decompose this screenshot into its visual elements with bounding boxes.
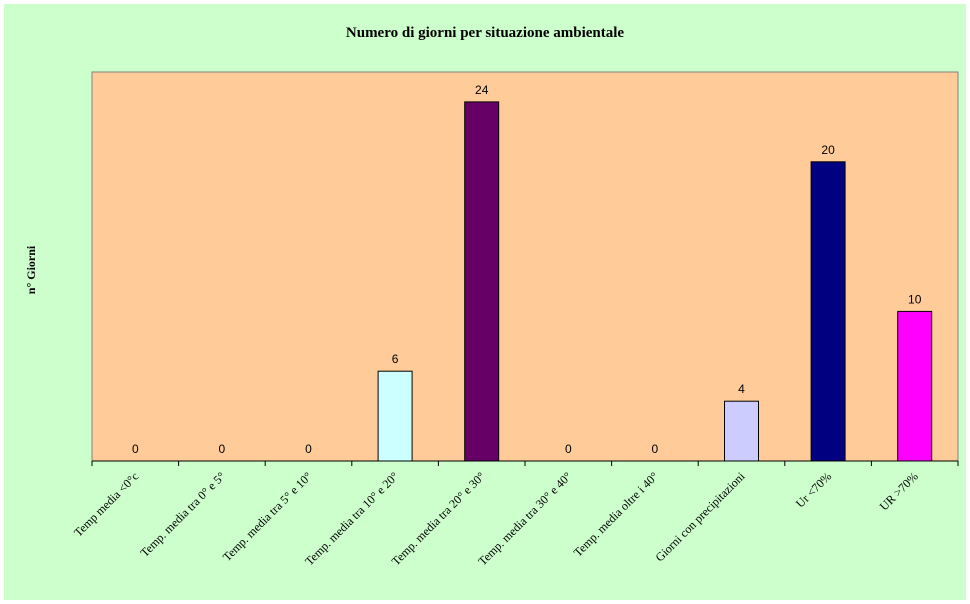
data-label-4: 24 [475, 83, 489, 97]
data-label-1: 0 [219, 442, 226, 456]
bar-chart: Numero di giorni per situazione ambienta… [24, 25, 959, 568]
data-label-3: 6 [392, 352, 399, 366]
x-tick-label-9: UR >70% [877, 469, 921, 513]
data-label-7: 4 [738, 382, 745, 396]
data-label-0: 0 [132, 442, 139, 456]
x-tick-label-3: Temp. media tra 10° e 20° [302, 469, 401, 568]
x-tick-label-5: Temp. media tra 30° e 40° [475, 469, 574, 568]
x-tick-label-4: Temp. media tra 20° e 30° [389, 469, 488, 568]
x-tick-label-8: Ur <70% [793, 469, 834, 510]
x-tick-label-0: Temp media <0°c [71, 469, 141, 539]
bar-4 [464, 101, 500, 462]
x-tick-label-1: Temp. media tra 0° e 5° [137, 469, 228, 560]
data-label-9: 10 [908, 292, 922, 306]
bar-7 [724, 400, 759, 462]
x-tick-label-6: Temp. media oltre i 40° [571, 469, 661, 559]
y-axis-label: n° Giorni [24, 245, 38, 294]
data-label-5: 0 [565, 442, 572, 456]
chart-title: Numero di giorni per situazione ambienta… [346, 25, 625, 41]
data-label-2: 0 [305, 442, 312, 456]
x-tick-label-2: Temp. media tra 5° e 10° [220, 469, 315, 564]
data-label-6: 0 [652, 442, 659, 456]
bar-9 [897, 310, 933, 462]
chart-area: Numero di giorni per situazione ambienta… [4, 4, 966, 600]
bar-8 [810, 161, 846, 462]
data-label-8: 20 [821, 143, 835, 157]
x-tick-label-7: Giorni con precipitazioni [652, 469, 748, 565]
bar-3 [377, 370, 413, 462]
bars-layer: 0 0 0 6 24 0 0 4 20 10 [132, 83, 933, 462]
